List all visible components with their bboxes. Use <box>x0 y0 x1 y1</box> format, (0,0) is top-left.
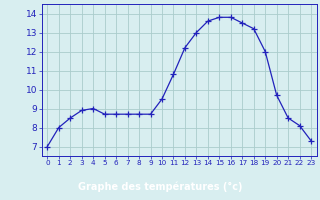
Text: Graphe des températures (°c): Graphe des températures (°c) <box>78 182 242 192</box>
